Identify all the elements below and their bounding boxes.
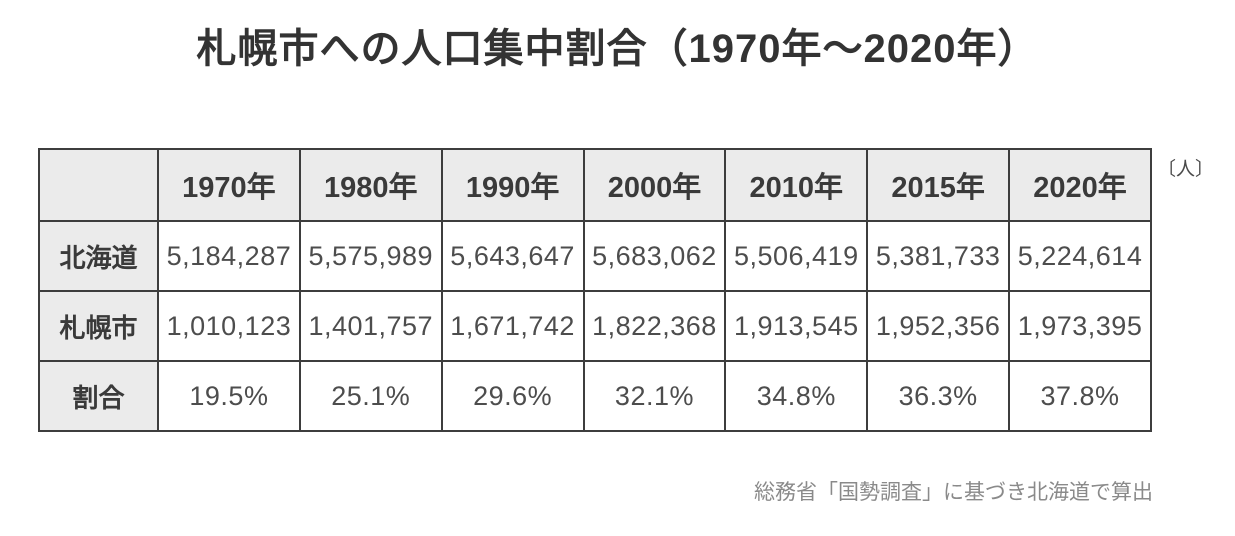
data-cell: 1,822,368	[582, 290, 727, 362]
source-note: 総務省「国勢調査」に基づき北海道で算出	[754, 481, 1153, 504]
data-cell: 29.6%	[440, 360, 585, 432]
table-row-ratio: 割合 19.5% 25.1% 29.6% 32.1% 34.8% 36.3% 3…	[38, 360, 1152, 432]
corner-cell	[38, 148, 159, 222]
data-cell: 1,010,123	[157, 290, 301, 362]
row-label-hokkaido: 北海道	[38, 220, 159, 292]
column-header-1990: 1990年	[440, 148, 585, 222]
data-cell: 5,381,733	[866, 220, 1011, 292]
data-cell: 1,401,757	[298, 290, 443, 362]
data-cell: 37.8%	[1008, 360, 1152, 432]
data-cell: 1,913,545	[724, 290, 869, 362]
table-header-row: 1970年 1980年 1990年 2000年 2010年 2015年 2020…	[38, 148, 1152, 222]
column-header-2020: 2020年	[1008, 148, 1152, 222]
data-cell: 5,506,419	[724, 220, 869, 292]
column-header-1970: 1970年	[157, 148, 301, 222]
data-cell: 19.5%	[157, 360, 301, 432]
column-header-1980: 1980年	[298, 148, 443, 222]
data-cell: 5,683,062	[582, 220, 727, 292]
data-cell: 5,184,287	[157, 220, 301, 292]
table-row-sapporo: 札幌市 1,010,123 1,401,757 1,671,742 1,822,…	[38, 290, 1152, 362]
data-cell: 5,643,647	[440, 220, 585, 292]
row-label-ratio: 割合	[38, 360, 159, 432]
data-cell: 32.1%	[582, 360, 727, 432]
data-cell: 1,952,356	[866, 290, 1011, 362]
data-cell: 5,575,989	[298, 220, 443, 292]
page-title: 札幌市への人口集中割合（1970年〜2020年）	[196, 27, 1039, 71]
data-cell: 5,224,614	[1008, 220, 1152, 292]
data-cell: 34.8%	[724, 360, 869, 432]
population-table: 1970年 1980年 1990年 2000年 2010年 2015年 2020…	[38, 148, 1152, 432]
data-cell: 1,671,742	[440, 290, 585, 362]
column-header-2015: 2015年	[866, 148, 1011, 222]
column-header-2010: 2010年	[724, 148, 869, 222]
data-cell: 36.3%	[866, 360, 1011, 432]
table-row-hokkaido: 北海道 5,184,287 5,575,989 5,643,647 5,683,…	[38, 220, 1152, 292]
data-cell: 25.1%	[298, 360, 443, 432]
row-label-sapporo: 札幌市	[38, 290, 159, 362]
column-header-2000: 2000年	[582, 148, 727, 222]
data-cell: 1,973,395	[1008, 290, 1152, 362]
unit-label: 〔人〕	[1157, 159, 1215, 180]
